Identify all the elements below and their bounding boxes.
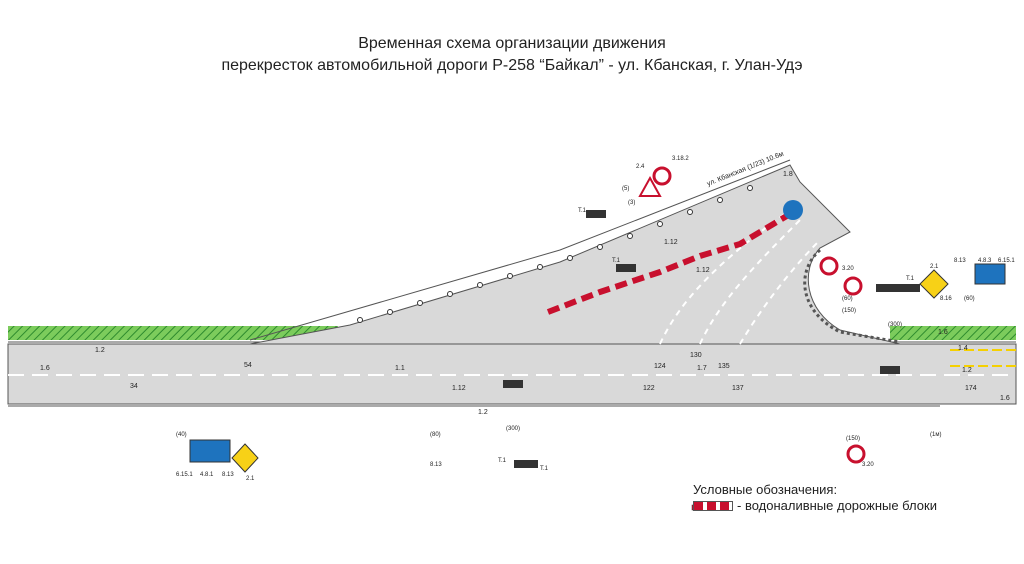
- mark-label: 1.6: [1000, 395, 1010, 402]
- guardrail: [357, 185, 753, 323]
- green-verge-right: [890, 326, 1016, 340]
- sign-direction-blue: [783, 200, 803, 220]
- light-label: Т.1: [906, 276, 915, 282]
- side-mark-label: 1.12: [696, 267, 710, 274]
- legend-heading: Условные обозначения:: [693, 482, 838, 497]
- side-mark-label: 1.6: [938, 329, 948, 336]
- sign-label: 8.13: [430, 462, 442, 468]
- green-verge-left: [8, 326, 338, 340]
- sign-label: (5): [622, 186, 629, 192]
- legend-row: - водоналивные дорожные блоки: [693, 498, 937, 513]
- light-label: Т.1: [612, 258, 621, 264]
- water-barrier-line: [546, 211, 792, 315]
- mark-label: 54: [244, 362, 252, 369]
- mark-label: 130: [690, 352, 702, 359]
- sign-label: 2.1: [930, 264, 939, 270]
- mark-label: 1.4: [958, 345, 968, 352]
- light-label: Т.1: [498, 458, 507, 464]
- legend-barrier-swatch: [693, 500, 733, 511]
- sign-label: 3.20: [862, 462, 874, 468]
- sign-label: (60): [842, 296, 853, 302]
- sign-label: (3): [628, 200, 635, 206]
- mark-label: 1.12: [452, 385, 466, 392]
- mark-label: 1.1: [395, 365, 405, 372]
- sign-label: (40): [176, 432, 187, 438]
- sign-label: 8.16: [940, 296, 952, 302]
- sign-circle-right: [819, 256, 866, 464]
- sign-label: 3.18.2: [672, 156, 689, 162]
- sign-label: (300): [888, 322, 902, 328]
- diagram-title-line1: Временная схема организации движения: [358, 35, 666, 52]
- mark-label: 122: [643, 385, 655, 392]
- mark-label: 135: [718, 363, 730, 370]
- sign-label: (150): [842, 308, 856, 314]
- light-label: Т.1: [540, 466, 549, 472]
- curb-curve: [803, 248, 901, 344]
- sign-label: 4.8.1: [200, 472, 214, 478]
- side-mark-label: 1.8: [783, 171, 793, 178]
- diagram-title-line2: перекресток автомобильной дороги Р-258 “…: [221, 57, 803, 74]
- sign-label: (1м): [930, 432, 941, 438]
- sign-label: 6.15.1: [998, 258, 1015, 264]
- sign-label: 3.20: [842, 266, 854, 272]
- sign-label: 8.13: [222, 472, 234, 478]
- side-road: [249, 164, 901, 345]
- sign-label: 8.13: [954, 258, 966, 264]
- side-mark-label: 1.12: [664, 239, 678, 246]
- sign-priority-right: [919, 263, 1006, 299]
- sign-label: 2.4: [636, 164, 645, 170]
- mark-label: 1.2: [478, 409, 488, 416]
- sign-label: (300): [506, 426, 520, 432]
- sign-label: 2.1: [246, 476, 255, 482]
- mark-label: 1.2: [95, 347, 105, 354]
- mark-label: 174: [965, 385, 977, 392]
- sign-label: (80): [430, 432, 441, 438]
- sign-label: (60): [964, 296, 975, 302]
- sign-label: 4.8.3: [978, 258, 992, 264]
- legend-barrier-label: - водоналивные дорожные блоки: [737, 498, 937, 513]
- traffic-lights: [503, 210, 920, 468]
- mark-label: 1.7: [697, 365, 707, 372]
- turn-path-3: [739, 239, 821, 345]
- mark-label: 1.6: [40, 365, 50, 372]
- sign-no-entry: [638, 166, 672, 197]
- sign-give-way-left: [189, 439, 259, 473]
- mark-label: 137: [732, 385, 744, 392]
- mark-label: 124: [654, 363, 666, 370]
- mark-label: 1.2: [962, 367, 972, 374]
- turn-path-2: [699, 219, 801, 345]
- light-label: Т.1: [578, 208, 587, 214]
- mark-label: 34: [130, 383, 138, 390]
- sign-label: 6.15.1: [176, 472, 193, 478]
- sign-label: (150): [846, 436, 860, 442]
- side-road-edge-upper: [249, 159, 791, 341]
